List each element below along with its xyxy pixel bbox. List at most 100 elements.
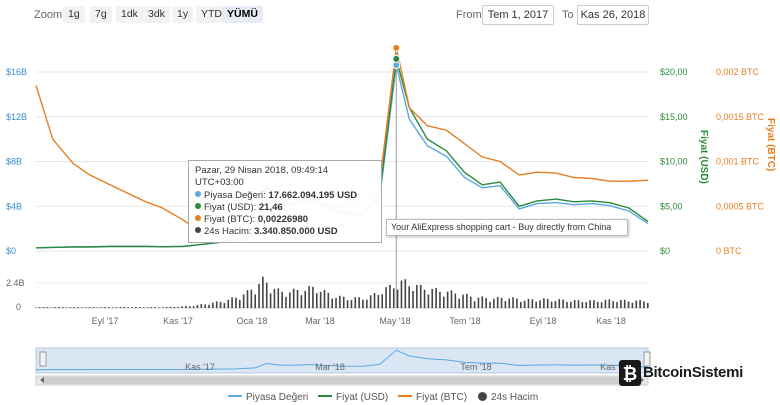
- volume-bar: [531, 299, 534, 308]
- volume-bar: [408, 286, 410, 308]
- tooltip-row-volume: 24s Hacim: 3.340.850.000 USD: [195, 226, 375, 238]
- volume-bar: [250, 289, 253, 308]
- volume-bar: [108, 307, 110, 308]
- volume-bar: [123, 306, 126, 308]
- volume-bar: [358, 297, 360, 308]
- legend-item-volume[interactable]: 24s Hacim: [478, 392, 538, 403]
- volume-bar: [577, 300, 580, 308]
- volume-bar: [319, 291, 322, 308]
- volume-bar: [38, 307, 41, 308]
- volume-bar: [242, 294, 245, 308]
- zoom-button-1y[interactable]: 1y: [172, 6, 194, 23]
- y-usd-tick: $20,00: [660, 67, 688, 77]
- volume-bar: [273, 288, 276, 308]
- volume-bar: [431, 288, 434, 308]
- volume-bar: [269, 293, 272, 308]
- to-date-input[interactable]: Kas 26, 2018: [577, 5, 649, 25]
- navigator-tick: Kas '17: [185, 362, 215, 372]
- volume-bar: [323, 289, 326, 308]
- y-usd-axis-title: Fiyat (USD): [698, 130, 709, 184]
- volume-bar: [61, 307, 64, 308]
- y-btc-tick: 0,0015 BTC: [716, 112, 765, 122]
- navigator: Kas '17 Mar '18 Tem '18 Kas '18: [35, 347, 651, 386]
- volume-bar: [196, 304, 199, 308]
- tooltip-row-market-cap: Piyasa Değeri: 17.662.094.195 USD: [195, 190, 375, 202]
- volume-bar: [400, 280, 403, 308]
- y-usd-tick: $0: [660, 246, 670, 256]
- volume-bar: [254, 294, 256, 308]
- volume-bar: [462, 294, 464, 308]
- svg-text:₿: ₿: [623, 364, 638, 384]
- volume-bar: [92, 307, 95, 308]
- y-left-tick: $12B: [6, 112, 27, 122]
- y-btc-tick: 0 BTC: [716, 246, 742, 256]
- volume-bar: [635, 300, 638, 308]
- tooltip-value: 3.340.850.000 USD: [254, 226, 338, 237]
- volume-bar: [396, 289, 399, 308]
- volume-bar: [543, 298, 545, 308]
- y-usd-tick: $15,00: [660, 112, 688, 122]
- zoom-button-3dk[interactable]: 3dk: [143, 6, 170, 23]
- volume-bar: [469, 296, 472, 308]
- volume-bar: [354, 297, 357, 308]
- toolbar: Zoom 1g 7g 1dk 3dk 1y YTD YÜMÜ From Tem …: [0, 0, 780, 30]
- volume-bar: [138, 306, 141, 308]
- volume-bar: [192, 306, 195, 308]
- volume-bar: [593, 300, 595, 308]
- volume-bar: [42, 307, 45, 308]
- zoom-button-1dk[interactable]: 1dk: [116, 6, 143, 23]
- volume-bar: [246, 290, 249, 308]
- volume-bar: [104, 307, 106, 308]
- tooltip-row-price-usd: Fiyat (USD): 21,46: [195, 202, 375, 214]
- volume-bar: [85, 307, 87, 308]
- volume-bar: [339, 295, 341, 308]
- volume-bar: [262, 276, 264, 308]
- volume-bar: [312, 286, 314, 308]
- y-left-tick: $8B: [6, 157, 22, 167]
- volume-bar: [454, 293, 457, 308]
- legend-item-price-usd[interactable]: Fiyat (USD): [318, 392, 388, 403]
- y-usd-tick: $10,00: [660, 157, 688, 167]
- from-date-input[interactable]: Tem 1, 2017: [482, 5, 554, 25]
- volume-bar: [527, 298, 530, 308]
- volume-bar: [366, 299, 368, 308]
- volume-bar: [212, 302, 214, 308]
- volume-bar: [639, 299, 641, 308]
- volume-bar: [177, 306, 180, 308]
- volume-bar: [631, 302, 634, 308]
- volume-bar: [369, 295, 372, 308]
- volume-bar: [235, 297, 237, 308]
- volume-bar: [485, 298, 487, 308]
- volume-bar: [350, 299, 353, 308]
- zoom-button-7g[interactable]: 7g: [90, 6, 112, 23]
- y-left-tick: $0: [6, 246, 16, 256]
- volume-bar: [570, 301, 572, 308]
- volume-bars: [35, 276, 649, 308]
- volume-bar: [604, 299, 607, 308]
- legend-swatch: [228, 395, 242, 397]
- volume-bar: [620, 299, 622, 308]
- y-btc-tick: 0,002 BTC: [716, 67, 760, 77]
- volume-bar: [516, 298, 518, 308]
- zoom-button-1g[interactable]: 1g: [63, 6, 85, 23]
- zoom-label: Zoom: [34, 9, 63, 21]
- volume-bar: [119, 306, 122, 308]
- volume-bar: [50, 307, 52, 308]
- volume-bar: [200, 304, 203, 308]
- volume-bar: [65, 307, 68, 308]
- volume-bar: [443, 296, 445, 308]
- volume-bar: [535, 301, 537, 308]
- volume-bar: [389, 284, 391, 308]
- x-axis-tick: Kas '17: [163, 316, 193, 326]
- volume-bar: [581, 302, 584, 308]
- tooltip-row-price-btc: Fiyat (BTC): 0,00226980: [195, 214, 375, 226]
- legend-item-market-cap[interactable]: Piyasa Değeri: [228, 392, 308, 403]
- volume-bar: [377, 294, 380, 308]
- volume-bar: [285, 296, 287, 308]
- zoom-button-all[interactable]: YÜMÜ: [222, 6, 263, 23]
- legend-item-price-btc[interactable]: Fiyat (BTC): [398, 392, 467, 403]
- volume-tick: 0: [16, 302, 21, 312]
- volume-bar: [554, 300, 557, 308]
- zoom-button-ytd[interactable]: YTD: [196, 6, 227, 23]
